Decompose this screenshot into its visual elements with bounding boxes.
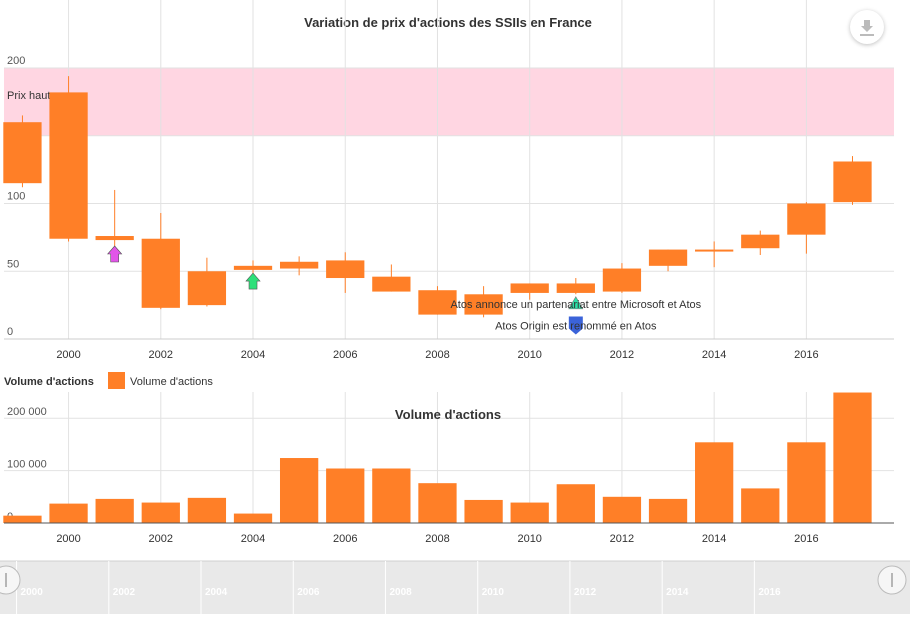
event-annotation: Atos Origin est renommé en Atos [495, 321, 657, 333]
candle-body [464, 294, 503, 315]
candle-body [741, 234, 780, 249]
candle-body [279, 261, 319, 269]
volume-bar [418, 483, 457, 523]
volume-y-tick-label: 200 000 [7, 406, 47, 418]
price-y-tick-label: 50 [7, 258, 19, 270]
volume-axis-title: Volume d'actions [4, 376, 94, 388]
volume-bar [3, 515, 42, 523]
price-y-tick-label: 0 [7, 326, 13, 338]
navigator-label: 2010 [482, 587, 505, 598]
candle-body [833, 161, 872, 203]
price-x-tick-label: 2002 [149, 349, 173, 361]
candle-body [95, 236, 134, 241]
navigator-label: 2000 [21, 587, 44, 598]
volume-bar [556, 484, 595, 523]
navigator-label: 2006 [297, 587, 320, 598]
candle-body [418, 290, 457, 315]
candle-body [141, 238, 180, 308]
download-button[interactable] [850, 10, 884, 44]
navigator-label: 2016 [758, 587, 781, 598]
price-x-tick-label: 2000 [56, 349, 80, 361]
volume-bar [95, 498, 134, 523]
volume-bar [141, 502, 180, 523]
volume-x-tick-label: 2010 [517, 533, 541, 545]
volume-bar [648, 498, 688, 523]
volume-bar [233, 513, 273, 523]
volume-bar [510, 502, 549, 523]
volume-x-tick-label: 2016 [794, 533, 818, 545]
navigator-label: 2012 [574, 587, 597, 598]
candle-body [556, 283, 595, 293]
plot-band-label: Prix haute [7, 90, 57, 102]
price-x-tick-label: 2008 [425, 349, 449, 361]
price-x-tick-label: 2006 [333, 349, 357, 361]
volume-bar [464, 499, 503, 523]
navigator-handle-right[interactable] [877, 565, 907, 595]
plot-band-high-price [4, 68, 894, 136]
volume-bar [741, 488, 780, 523]
volume-bar [372, 468, 411, 523]
candle-body [326, 260, 365, 279]
navigator-label: 2008 [389, 587, 412, 598]
marker-shield-down [568, 316, 583, 335]
volume-x-tick-label: 2006 [333, 533, 357, 545]
volume-x-tick-label: 2012 [610, 533, 634, 545]
legend-label: Volume d'actions [130, 376, 213, 388]
volume-x-tick-label: 2014 [702, 533, 726, 545]
volume-bar [602, 496, 642, 523]
price-y-tick-label: 100 [7, 191, 25, 203]
navigator-label: 2004 [205, 587, 228, 598]
marker-triangle-up [568, 296, 584, 310]
volume-bar [187, 497, 227, 523]
volume-y-tick-label: 100 000 [7, 459, 47, 471]
volume-bar [695, 442, 734, 523]
navigator-track [0, 561, 910, 614]
navigator-handle-left[interactable] [0, 565, 21, 595]
candle-body [187, 271, 227, 306]
volume-chart-title: Volume d'actions [395, 407, 501, 422]
volume-x-tick-label: 2008 [425, 533, 449, 545]
price-y-tick-label: 200 [7, 55, 25, 67]
candle-body [602, 268, 642, 292]
volume-x-tick-label: 2002 [149, 533, 173, 545]
candle-body [648, 249, 688, 266]
volume-x-tick-label: 2000 [56, 533, 80, 545]
price-x-tick-label: 2016 [794, 349, 818, 361]
volume-bar [326, 468, 365, 523]
price-x-tick-label: 2010 [517, 349, 541, 361]
candle-body [372, 276, 411, 292]
volume-bar [279, 458, 319, 523]
volume-x-tick-label: 2004 [241, 533, 265, 545]
volume-bar [49, 503, 88, 523]
download-icon [860, 20, 874, 36]
marker-arrow-up [107, 245, 123, 263]
candle-body [49, 92, 88, 239]
marker-arrow-up [245, 272, 261, 290]
candle-body [510, 283, 549, 293]
candle-body [695, 249, 734, 252]
candle-body [233, 265, 273, 270]
volume-bar [833, 392, 872, 523]
price-chart-title: Variation de prix d'actions des SSIIs en… [304, 15, 592, 30]
legend-swatch [108, 372, 125, 389]
volume-bar [787, 442, 826, 523]
candle-body [787, 203, 826, 235]
price-x-tick-label: 2014 [702, 349, 726, 361]
candle-body [3, 122, 42, 184]
price-x-tick-label: 2004 [241, 349, 265, 361]
event-annotation: Atos annonce un partenariat entre Micros… [450, 299, 701, 311]
handle-icon [0, 565, 21, 595]
price-x-tick-label: 2012 [610, 349, 634, 361]
navigator-label: 2014 [666, 587, 689, 598]
navigator-label: 2002 [113, 587, 136, 598]
